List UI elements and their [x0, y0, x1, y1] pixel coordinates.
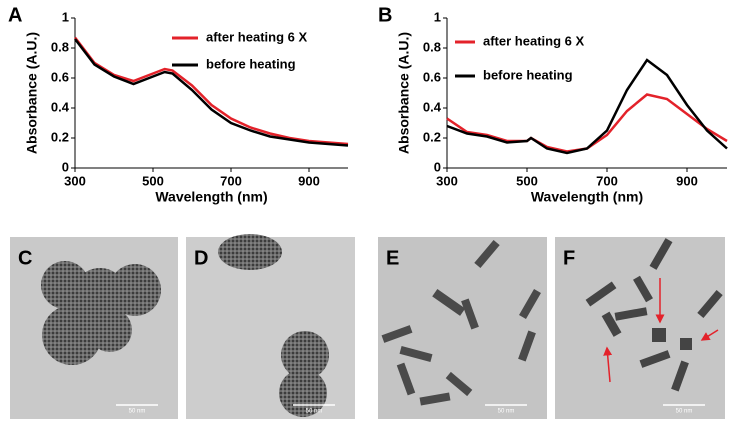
y-axis-label: Absorbance (A.U.) — [24, 32, 40, 154]
x-tick-label: 900 — [298, 173, 320, 188]
legend-label: before heating — [206, 56, 296, 71]
legend-label: before heating — [483, 67, 573, 82]
tem-e — [378, 237, 547, 419]
x-tick-label: 700 — [220, 173, 242, 188]
y-tick-label: 0.8 — [51, 39, 69, 54]
series-line — [74, 38, 349, 147]
x-axis-label: Wavelength (nm) — [155, 189, 267, 205]
scale-bar-label: 50 nm — [306, 409, 323, 415]
y-tick-label: 0.4 — [423, 99, 442, 114]
x-tick-label: 900 — [676, 173, 698, 188]
y-tick-label: 1 — [62, 9, 69, 24]
x-tick-label: 500 — [142, 173, 164, 188]
y-tick-label: 0.8 — [423, 39, 441, 54]
panel-label: D — [194, 247, 208, 269]
panel-label: B — [378, 4, 392, 26]
x-tick-label: 500 — [516, 173, 538, 188]
tem-d — [186, 234, 355, 419]
y-tick-label: 0 — [62, 159, 69, 174]
x-tick-label: 300 — [64, 173, 86, 188]
y-tick-label: 0.4 — [51, 99, 70, 114]
y-axis-label: Absorbance (A.U.) — [396, 32, 412, 154]
y-tick-label: 0.2 — [423, 129, 441, 144]
tem-c — [10, 237, 178, 419]
y-tick-label: 0.2 — [51, 129, 69, 144]
panel-label: F — [563, 247, 575, 269]
y-tick-label: 0.6 — [51, 69, 69, 84]
scale-bar-label: 50 nm — [498, 409, 515, 415]
y-tick-label: 0 — [434, 159, 441, 174]
legend-label: after heating 6 X — [483, 33, 584, 48]
y-tick-label: 0.6 — [423, 69, 441, 84]
x-axis-label: Wavelength (nm) — [531, 189, 643, 205]
series-line — [446, 58, 728, 155]
panel-label: C — [18, 247, 32, 269]
scale-bar-label: 50 nm — [676, 409, 693, 415]
legend-label: after heating 6 X — [206, 29, 307, 44]
x-tick-label: 300 — [436, 173, 458, 188]
panel-label: E — [386, 247, 399, 269]
x-tick-label: 700 — [596, 173, 618, 188]
y-tick-label: 1 — [434, 9, 441, 24]
tem-f — [555, 237, 725, 419]
series-line — [74, 36, 349, 146]
scale-bar-label: 50 nm — [129, 409, 146, 415]
panel-label: A — [8, 4, 22, 26]
